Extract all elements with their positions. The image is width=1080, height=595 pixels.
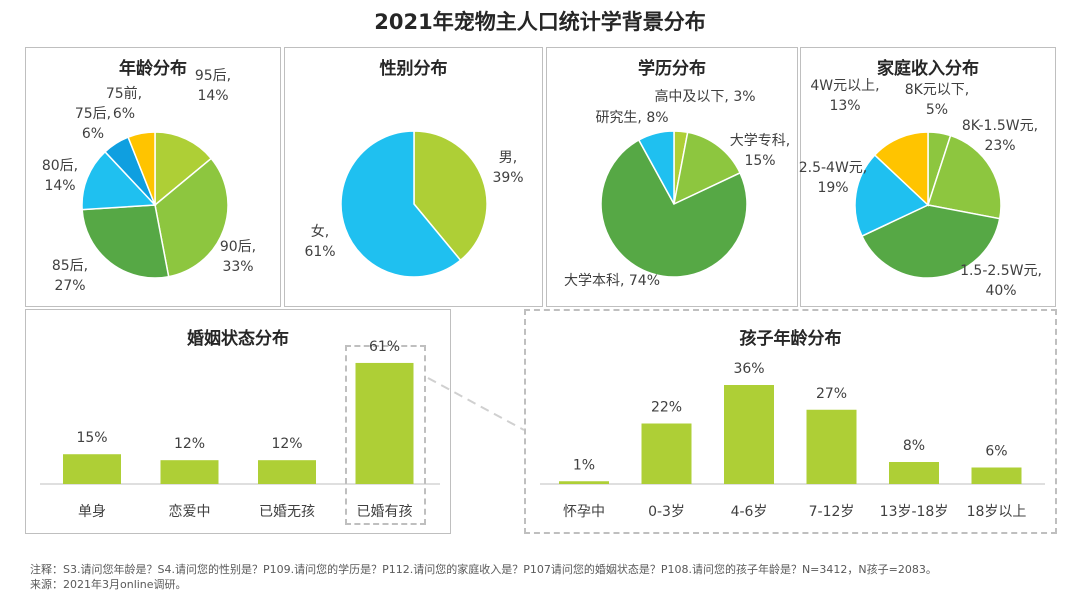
page-title: 2021年宠物主人口统计学背景分布 [374,10,706,34]
education-pie-slice [637,130,675,205]
marital-bar-value: 12% [174,436,205,452]
gender-pie-slice [413,130,488,262]
education-slice-label: 大学专科, [730,133,790,149]
gender-slice-value: 61% [304,244,335,260]
connector-line [427,377,525,431]
education-slice-value: 15% [744,153,775,169]
marital-category-label: 单身 [78,504,106,520]
education-slice-label: 研究生, 8% [595,110,668,126]
marital-bar [258,460,316,484]
age-slice-value: 27% [54,278,85,294]
income-slice-value: 19% [817,180,848,196]
children-bars: 1% 怀孕中 22% 0-3岁 36% 4-6岁 27% 7-12岁 8% 13岁-18岁 6% 18… [540,361,1045,520]
age-slice-label: 95后, [195,68,231,84]
children-bar-value: 22% [651,400,682,416]
income-pie-slice [860,204,1001,279]
children-category-label: 18岁以上 [967,504,1027,520]
children-bar [641,423,692,484]
age-slice-label: 75前, [106,85,142,102]
children-bar [889,462,939,484]
gender-pie-slice [340,130,462,278]
children-chart-title: 孩子年龄分布 [739,329,842,349]
education-slice-label: 大学本科, 74% [564,273,660,289]
children-panel: 孩子年龄分布 [524,309,1057,534]
marital-bar-value: 15% [76,430,107,446]
children-bar [971,467,1022,484]
marital-category-label: 已婚无孩 [259,504,315,520]
income-slice-value: 13% [829,98,860,114]
gender-pie: 男, 39% 女, 61% [304,130,524,278]
marital-bar-value: 12% [271,436,302,452]
age-slice-value: 14% [44,178,75,194]
age-pie-slice [127,131,156,206]
marital-category-label: 恋爱中 [169,503,211,520]
gender-slice-value: 39% [492,170,523,186]
highlight-box [345,345,426,525]
education-pie: 高中及以下, 3% 大学专科, 15% 大学本科, 74% 研究生, 8% [564,88,790,289]
gender-panel: 性别分布 [284,47,543,307]
income-slice-value: 23% [984,138,1015,154]
age-slice-value: 33% [222,259,253,275]
children-category-label: 13岁-18岁 [880,504,949,520]
age-slice-label: 90后, [220,239,256,255]
source-note: 来源：2021年3月online调研。 [30,578,187,591]
income-slice-label: 8K元以下, [905,82,970,98]
marital-category-label: 已婚有孩 [357,504,413,520]
education-slice-label: 高中及以下, 3% [654,88,755,105]
age-pie-slice [154,131,213,207]
gender-slice-label: 女, [311,223,329,240]
income-pie-slice [927,134,1002,220]
age-pie-slice [154,157,229,278]
income-slice-label: 8K-1.5W元, [962,118,1038,134]
age-pie-slice [81,204,170,279]
income-slice-label: 2.5-4W元, [799,160,868,176]
children-category-label: 4-6岁 [731,504,768,520]
marital-bars: 15% 单身 12% 恋爱中 12% 已婚无孩 61% 已婚有孩 [40,339,440,520]
children-category-label: 怀孕中 [563,504,605,520]
marital-chart-title: 婚姻状态分布 [187,329,289,349]
children-bar [559,481,609,484]
age-chart-title: 年龄分布 [119,59,187,79]
children-bar-value: 8% [903,438,925,454]
age-panel: 年龄分布 [25,47,281,307]
marital-bar [160,460,219,484]
age-pie: 95后,14%90后,33%85后,27%80后,14%75后,6%75前,6% [42,68,256,294]
education-chart-title: 学历分布 [638,59,706,79]
income-slice-label: 4W元以上, [810,78,879,94]
income-chart-title: 家庭收入分布 [877,59,979,79]
education-panel: 学历分布 [546,47,798,307]
marital-bar [63,454,121,484]
age-slice-value: 6% [82,126,104,142]
children-bar-value: 36% [733,361,764,377]
gender-slice-label: 男, [499,150,517,166]
education-pie-slice [600,139,748,278]
gender-chart-title: 性别分布 [379,59,448,79]
income-pie-slice [873,131,929,207]
marital-bar [355,362,414,484]
income-panel: 家庭收入分布 [800,47,1056,307]
income-pie-slice [854,153,930,238]
income-slice-label: 1.5-2.5W元, [960,263,1042,279]
children-bar [724,385,774,484]
income-slice-value: 40% [985,283,1016,299]
age-slice-label: 80后, [42,158,78,174]
age-slice-label: 75后, [75,106,111,122]
marital-panel: 婚姻状态分布 [25,309,451,534]
income-pie: 8K元以下, 5% 8K-1.5W元, 23% 1.5-2.5W元, 40% 2.5-4W元… [799,78,1042,299]
age-pie-slice [81,150,157,211]
education-pie-slice [672,131,742,206]
children-category-label: 0-3岁 [648,504,685,520]
income-slice-value: 5% [926,102,948,118]
footnote: 注释：S3.请问您年龄是？S4.请问您的性别是？P109.请问您的学历是？P11… [30,563,937,576]
children-bar [806,409,857,484]
children-bar-value: 27% [816,386,847,402]
age-slice-value: 6% [113,106,135,122]
children-category-label: 7-12岁 [809,504,855,520]
children-bar-value: 1% [573,457,595,473]
age-slice-label: 85后, [52,258,88,274]
age-slice-value: 14% [197,88,228,104]
marital-bar-value: 61% [369,339,400,355]
children-bar-value: 6% [985,444,1007,460]
